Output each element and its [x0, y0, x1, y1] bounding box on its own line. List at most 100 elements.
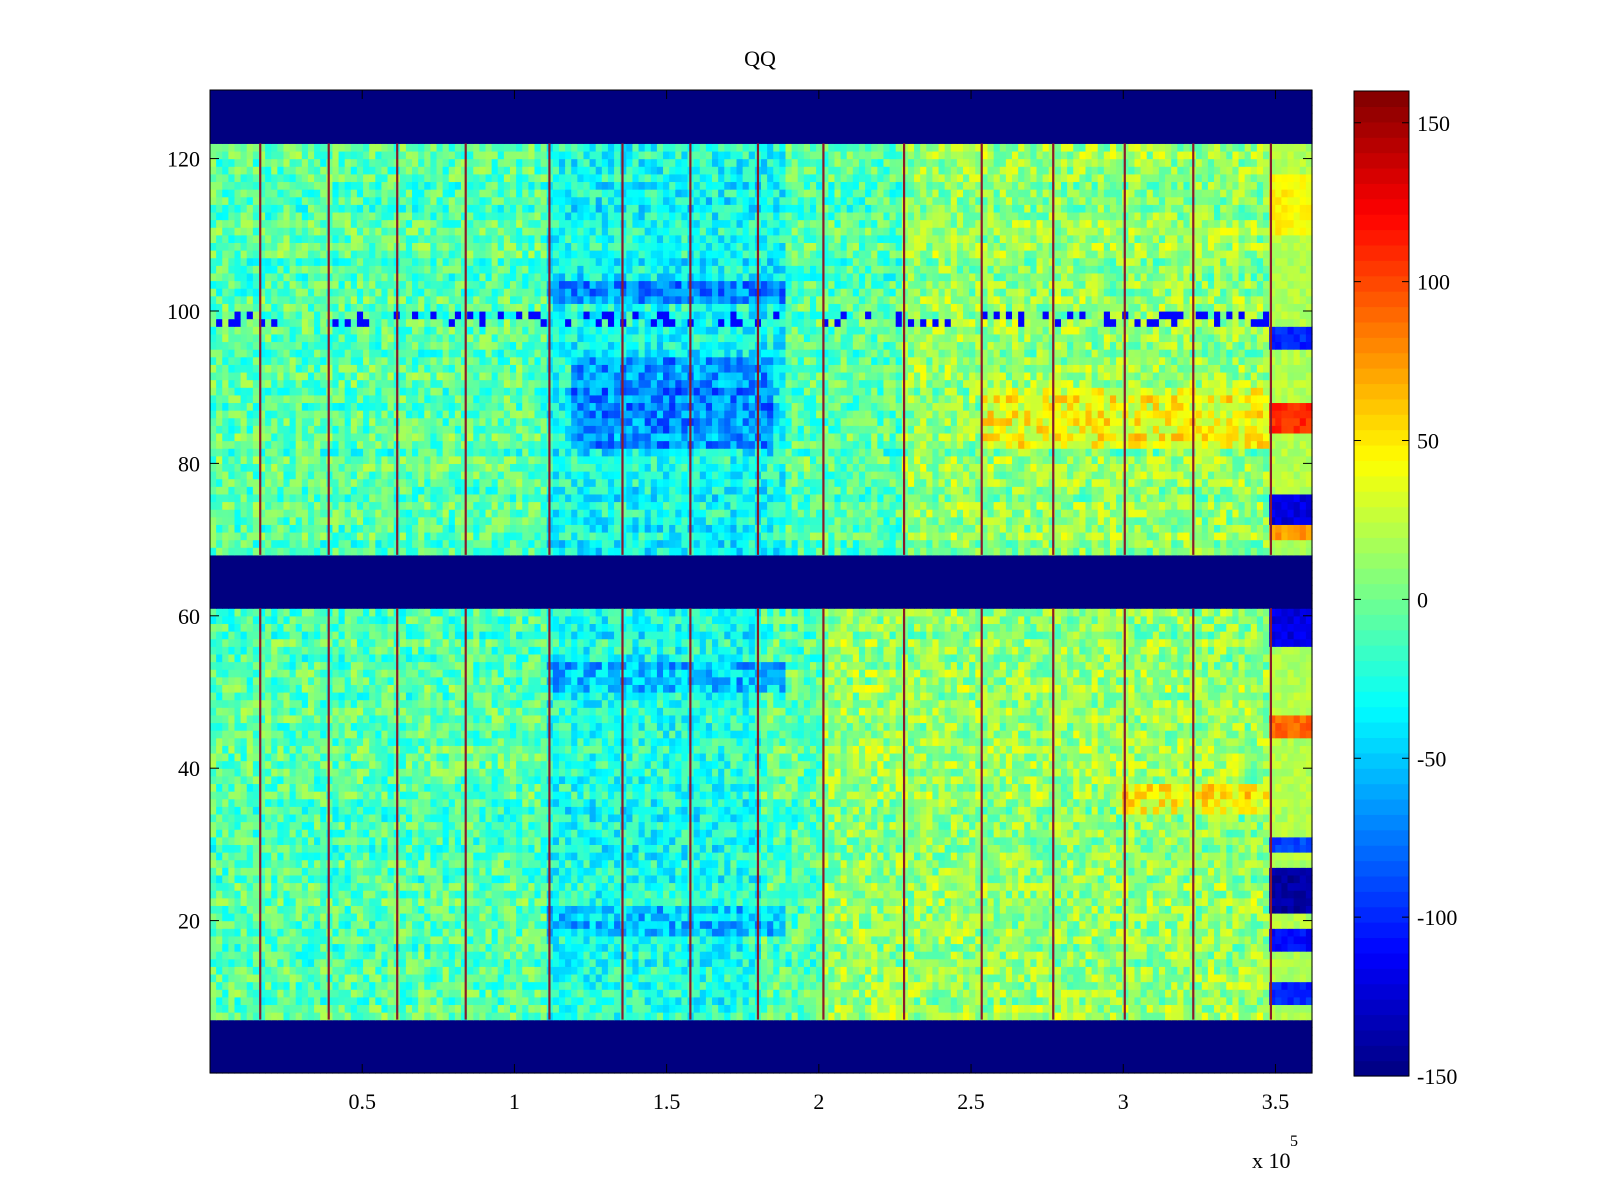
heatmap-cell	[712, 1027, 719, 1035]
heatmap-cell	[1085, 1043, 1092, 1051]
heatmap-cell	[228, 1012, 235, 1020]
heatmap-cell	[841, 966, 848, 974]
heatmap-cell	[718, 1043, 725, 1051]
heatmap-cell	[590, 1058, 597, 1066]
heatmap-cell	[945, 913, 952, 921]
heatmap-cell	[951, 913, 958, 921]
heatmap-cell	[1018, 890, 1025, 898]
heatmap-cell	[988, 1050, 995, 1058]
heatmap-cell	[326, 1058, 333, 1066]
heatmap-cell	[1275, 989, 1282, 997]
heatmap-cell	[339, 1027, 346, 1035]
heatmap-cell	[1214, 867, 1221, 875]
heatmap-cell	[834, 860, 841, 868]
heatmap-cell	[577, 1035, 584, 1043]
heatmap-cell	[939, 1050, 946, 1058]
heatmap-cell	[1300, 959, 1307, 967]
heatmap-cell	[241, 928, 248, 936]
heatmap-cell	[314, 913, 321, 921]
heatmap-cell	[443, 867, 450, 875]
heatmap-cell	[749, 928, 756, 936]
heatmap-cell	[614, 1012, 621, 1020]
heatmap-cell	[449, 936, 456, 944]
heatmap-cell	[761, 1012, 768, 1020]
heatmap-cell	[1263, 867, 1270, 875]
heatmap-cell	[712, 989, 719, 997]
heatmap-cell	[669, 890, 676, 898]
heatmap-cell	[957, 898, 964, 906]
heatmap-cell	[681, 860, 688, 868]
heatmap-cell	[1092, 898, 1099, 906]
heatmap-cell	[1030, 890, 1037, 898]
heatmap-cell	[1190, 1043, 1197, 1051]
heatmap-cell	[271, 1012, 278, 1020]
heatmap-cell	[1030, 974, 1037, 982]
heatmap-cell	[443, 936, 450, 944]
heatmap-cell	[737, 1012, 744, 1020]
heatmap-cell	[241, 1027, 248, 1035]
heatmap-cell	[969, 1012, 976, 1020]
heatmap-cell	[504, 1065, 511, 1073]
heatmap-cell	[443, 905, 450, 913]
heatmap-cell	[345, 974, 352, 982]
heatmap-cell	[345, 1004, 352, 1012]
heatmap-cell	[1153, 875, 1160, 883]
heatmap-cell	[222, 943, 229, 951]
heatmap-cell	[277, 860, 284, 868]
heatmap-cell	[718, 860, 725, 868]
heatmap-cell	[302, 951, 309, 959]
heatmap-cell	[534, 1004, 541, 1012]
heatmap-cell	[1196, 928, 1203, 936]
heatmap-cell	[1049, 1020, 1056, 1028]
heatmap-cell	[369, 928, 376, 936]
heatmap-cell	[920, 951, 927, 959]
heatmap-cell	[1018, 959, 1025, 967]
heatmap-cell	[541, 1020, 548, 1028]
heatmap-cell	[1300, 875, 1307, 883]
heatmap-cell	[945, 890, 952, 898]
heatmap-cell	[755, 1050, 762, 1058]
heatmap-cell	[1024, 1004, 1031, 1012]
heatmap-cell	[314, 928, 321, 936]
heatmap-cell	[730, 860, 737, 868]
heatmap-cell	[228, 921, 235, 929]
heatmap-cell	[479, 928, 486, 936]
heatmap-cell	[492, 936, 499, 944]
heatmap-cell	[645, 989, 652, 997]
heatmap-cell	[486, 966, 493, 974]
heatmap-cell	[1220, 982, 1227, 990]
heatmap-cell	[1257, 921, 1264, 929]
heatmap-cell	[712, 951, 719, 959]
heatmap-cell	[1085, 959, 1092, 967]
heatmap-cell	[424, 860, 431, 868]
heatmap-cell	[577, 921, 584, 929]
heatmap-cell	[639, 997, 646, 1005]
heatmap-cell	[296, 890, 303, 898]
heatmap-cell	[608, 997, 615, 1005]
heatmap-cell	[437, 943, 444, 951]
heatmap-cell	[1110, 1050, 1117, 1058]
heatmap-cell	[1092, 1020, 1099, 1028]
heatmap-cell	[504, 905, 511, 913]
heatmap-cell	[1245, 1050, 1252, 1058]
heatmap-cell	[1165, 1043, 1172, 1051]
heatmap-cell	[914, 936, 921, 944]
heatmap-cell	[1263, 936, 1270, 944]
heatmap-cell	[853, 928, 860, 936]
heatmap-cell	[565, 913, 572, 921]
heatmap-cell	[792, 860, 799, 868]
heatmap-cell	[583, 1027, 590, 1035]
heatmap-cell	[516, 989, 523, 997]
heatmap-cell	[498, 997, 505, 1005]
heatmap-cell	[767, 1020, 774, 1028]
heatmap-cell	[1116, 1058, 1123, 1066]
heatmap-cell	[467, 913, 474, 921]
heatmap-cell	[277, 1027, 284, 1035]
heatmap-cell	[1202, 1065, 1209, 1073]
heatmap-cell	[871, 936, 878, 944]
heatmap-cell	[810, 951, 817, 959]
heatmap-cell	[1300, 921, 1307, 929]
heatmap-cell	[553, 1058, 560, 1066]
heatmap-cell	[326, 1035, 333, 1043]
heatmap-cell	[210, 936, 217, 944]
